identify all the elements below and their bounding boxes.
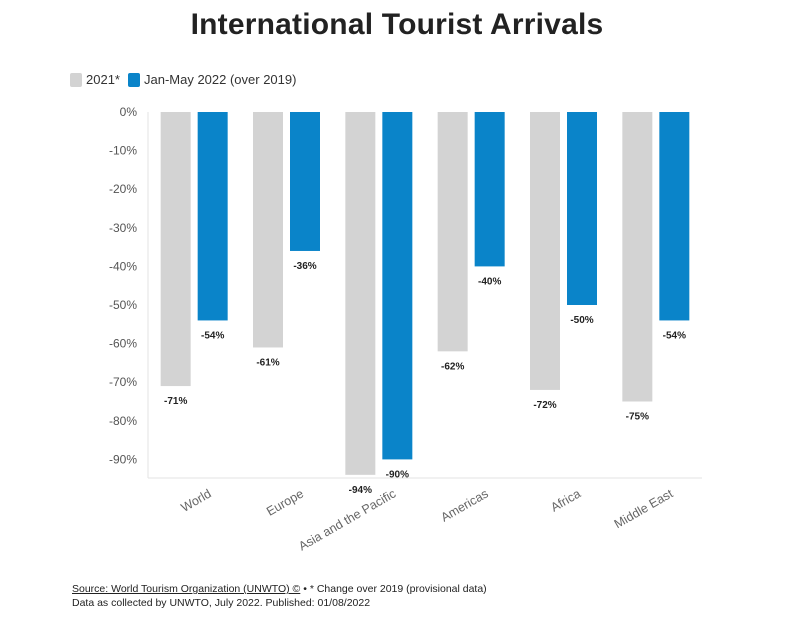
data-label: -90% [386, 469, 409, 480]
source-link[interactable]: Source: World Tourism Organization (UNWT… [72, 583, 301, 595]
x-tick-label: Americas [439, 486, 491, 524]
data-label: -94% [349, 485, 372, 496]
bar-2021 [530, 112, 560, 390]
x-tick-label: Europe [264, 486, 306, 518]
data-label: -72% [533, 400, 556, 411]
y-tick-label: -20% [109, 182, 137, 196]
y-tick-label: -70% [109, 375, 137, 389]
y-tick-label: -50% [109, 298, 137, 312]
data-label: -36% [293, 261, 316, 272]
bar-2021 [437, 112, 468, 352]
y-tick-label: -80% [109, 414, 137, 428]
chart-title: International Tourist Arrivals [190, 8, 604, 41]
bar-2022 [474, 112, 505, 267]
data-label: -75% [626, 412, 649, 423]
y-tick-label: -90% [109, 452, 137, 466]
bar-2021 [622, 112, 653, 402]
legend-label-2022: Jan-May 2022 (over 2019) [143, 72, 297, 87]
legend-swatch-2021 [70, 72, 82, 87]
bar-2021 [160, 112, 191, 387]
y-tick-label: -60% [109, 337, 137, 351]
data-label: -61% [256, 357, 279, 368]
y-tick-label: 0% [120, 105, 138, 119]
data-label: -54% [201, 330, 224, 341]
x-tick-label: Middle East [612, 486, 676, 531]
x-tick-label: Africa [548, 486, 583, 514]
x-tick-label: Asia and the Pacific [296, 486, 398, 553]
legend-swatch-2022 [127, 72, 140, 87]
bar-2022 [382, 112, 413, 460]
legend: 2021* Jan-May 2022 (over 2019) [70, 72, 304, 87]
y-tick-label: -10% [109, 144, 137, 158]
y-tick-label: -30% [109, 221, 137, 235]
bar-2022 [567, 112, 597, 305]
bar-2022 [659, 112, 690, 321]
footer-published: Data as collected by UNWTO, July 2022. P… [72, 597, 371, 609]
data-label: -62% [441, 361, 464, 372]
y-tick-label: -40% [109, 259, 137, 273]
data-label: -50% [570, 315, 593, 326]
legend-item-2021[interactable]: 2021* [70, 72, 120, 87]
bar-2021 [345, 112, 376, 475]
data-label: -40% [478, 276, 501, 287]
footer: Source: World Tourism Organization (UNWT… [72, 582, 487, 610]
bar-2022 [197, 112, 228, 321]
data-label: -71% [164, 396, 187, 407]
legend-item-2022[interactable]: Jan-May 2022 (over 2019) [127, 72, 297, 87]
data-label: -54% [663, 330, 686, 341]
bar-2021 [253, 112, 283, 348]
legend-label-2021: 2021* [86, 72, 120, 87]
bar-2022 [290, 112, 320, 251]
source-note: • * Change over 2019 (provisional data) [300, 583, 487, 595]
x-tick-label: World [179, 486, 214, 514]
